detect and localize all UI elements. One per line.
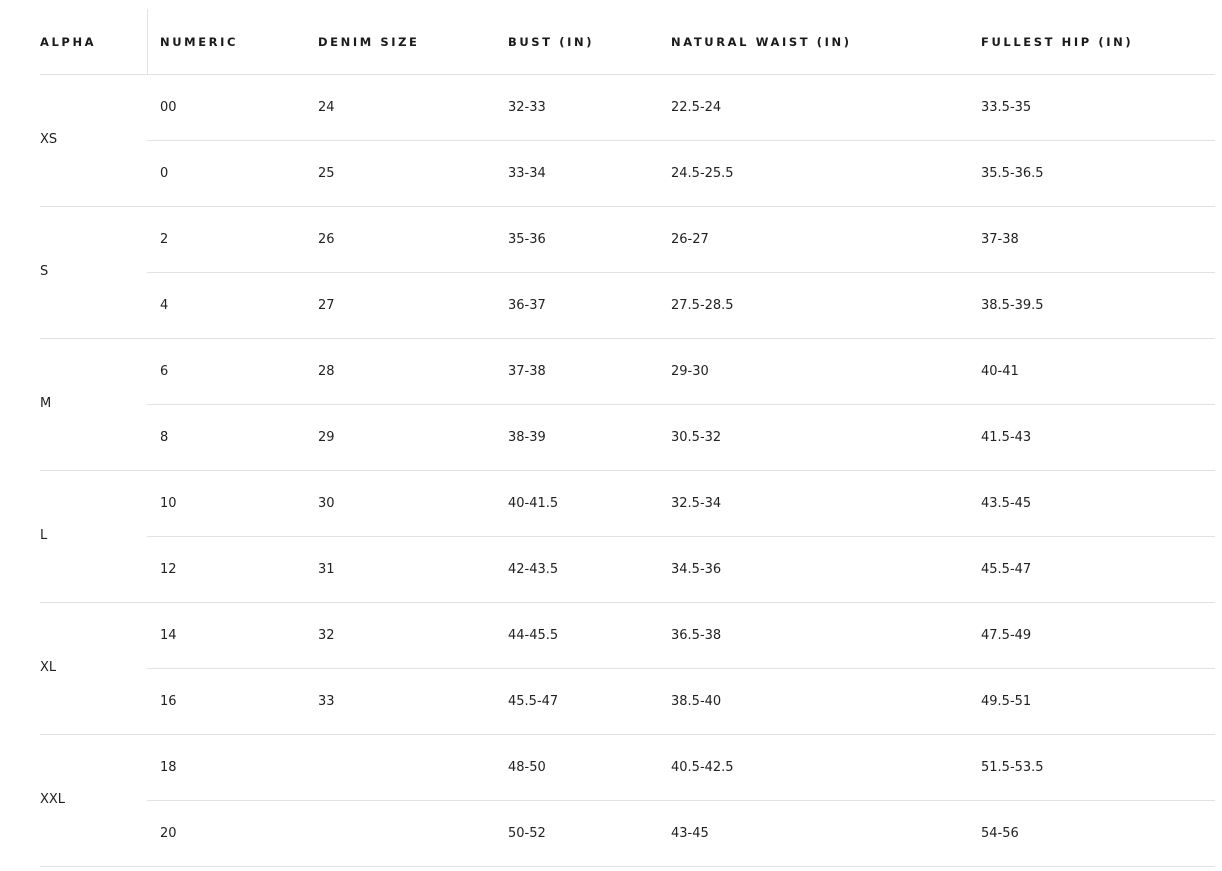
table-row: 20 50-52 43-45 54-56 xyxy=(147,801,1215,866)
size-chart-table: ALPHA NUMERIC DENIM SIZE BUST (IN) NATUR… xyxy=(40,0,1215,867)
size-group: XXL 18 48-50 40.5-42.5 51.5-53.5 20 50-52 43-45… xyxy=(40,735,1215,867)
table-row: 10 30 40-41.5 32.5-34 43.5-45 xyxy=(147,471,1215,537)
table-row: 2 26 35-36 26-27 37-38 xyxy=(147,207,1215,273)
header-denim-size: DENIM SIZE xyxy=(318,35,420,49)
numeric-cell: 18 xyxy=(160,760,177,775)
header-numeric: NUMERIC xyxy=(160,35,239,49)
alpha-size-cell: XL xyxy=(40,660,57,675)
natural-waist-cell: 27.5-28.5 xyxy=(671,298,734,313)
natural-waist-cell: 30.5-32 xyxy=(671,430,722,445)
table-row: 12 31 42-43.5 34.5-36 45.5-47 xyxy=(147,537,1215,602)
numeric-cell: 6 xyxy=(160,364,169,379)
bust-cell: 38-39 xyxy=(508,430,546,445)
denim-size-cell: 29 xyxy=(318,430,335,445)
table-body: XS 00 24 32-33 22.5-24 33.5-35 0 25 33-34 24.5-25… xyxy=(40,75,1215,867)
fullest-hip-cell: 38.5-39.5 xyxy=(981,298,1044,313)
natural-waist-cell: 43-45 xyxy=(671,826,709,841)
denim-size-cell: 24 xyxy=(318,100,335,115)
numeric-cell: 10 xyxy=(160,496,177,511)
size-group: XL 14 32 44-45.5 36.5-38 47.5-49 16 33 45.5-47 38… xyxy=(40,603,1215,735)
fullest-hip-cell: 47.5-49 xyxy=(981,628,1032,643)
denim-size-cell: 26 xyxy=(318,232,335,247)
bust-cell: 33-34 xyxy=(508,166,546,181)
bust-cell: 35-36 xyxy=(508,232,546,247)
natural-waist-cell: 24.5-25.5 xyxy=(671,166,734,181)
natural-waist-cell: 26-27 xyxy=(671,232,709,247)
alpha-size-cell: S xyxy=(40,264,49,279)
size-group: S 2 26 35-36 26-27 37-38 4 27 36-37 27.5-28.5 38.5… xyxy=(40,207,1215,339)
size-group: M 6 28 37-38 29-30 40-41 8 29 38-39 30.5-32 41.5-4… xyxy=(40,339,1215,471)
size-group: XS 00 24 32-33 22.5-24 33.5-35 0 25 33-34 24.5-25… xyxy=(40,75,1215,207)
denim-size-cell: 25 xyxy=(318,166,335,181)
bust-cell: 42-43.5 xyxy=(508,562,559,577)
table-row: 0 25 33-34 24.5-25.5 35.5-36.5 xyxy=(147,141,1215,206)
natural-waist-cell: 29-30 xyxy=(671,364,709,379)
numeric-cell: 2 xyxy=(160,232,169,247)
fullest-hip-cell: 35.5-36.5 xyxy=(981,166,1044,181)
table-row: 14 32 44-45.5 36.5-38 47.5-49 xyxy=(147,603,1215,669)
alpha-size-cell: XS xyxy=(40,132,58,147)
natural-waist-cell: 32.5-34 xyxy=(671,496,722,511)
header-fullest-hip: FULLEST HIP (IN) xyxy=(981,35,1134,49)
numeric-cell: 0 xyxy=(160,166,169,181)
header-alpha: ALPHA xyxy=(40,35,97,49)
size-group: L 10 30 40-41.5 32.5-34 43.5-45 12 31 42-43.5 34.… xyxy=(40,471,1215,603)
bust-cell: 36-37 xyxy=(508,298,546,313)
fullest-hip-cell: 41.5-43 xyxy=(981,430,1032,445)
numeric-cell: 8 xyxy=(160,430,169,445)
denim-size-cell: 33 xyxy=(318,694,335,709)
denim-size-cell: 27 xyxy=(318,298,335,313)
table-row: 6 28 37-38 29-30 40-41 xyxy=(147,339,1215,405)
bust-cell: 45.5-47 xyxy=(508,694,559,709)
denim-size-cell: 32 xyxy=(318,628,335,643)
natural-waist-cell: 36.5-38 xyxy=(671,628,722,643)
denim-size-cell: 30 xyxy=(318,496,335,511)
alpha-size-cell: L xyxy=(40,528,48,543)
fullest-hip-cell: 45.5-47 xyxy=(981,562,1032,577)
numeric-cell: 20 xyxy=(160,826,177,841)
natural-waist-cell: 38.5-40 xyxy=(671,694,722,709)
fullest-hip-cell: 43.5-45 xyxy=(981,496,1032,511)
denim-size-cell: 28 xyxy=(318,364,335,379)
fullest-hip-cell: 49.5-51 xyxy=(981,694,1032,709)
numeric-cell: 00 xyxy=(160,100,177,115)
bust-cell: 44-45.5 xyxy=(508,628,559,643)
table-row: 16 33 45.5-47 38.5-40 49.5-51 xyxy=(147,669,1215,734)
natural-waist-cell: 22.5-24 xyxy=(671,100,722,115)
bust-cell: 37-38 xyxy=(508,364,546,379)
numeric-cell: 14 xyxy=(160,628,177,643)
table-row: 8 29 38-39 30.5-32 41.5-43 xyxy=(147,405,1215,470)
fullest-hip-cell: 37-38 xyxy=(981,232,1019,247)
fullest-hip-cell: 40-41 xyxy=(981,364,1019,379)
numeric-cell: 4 xyxy=(160,298,169,313)
alpha-size-cell: XXL xyxy=(40,792,66,807)
alpha-size-cell: M xyxy=(40,396,52,411)
natural-waist-cell: 34.5-36 xyxy=(671,562,722,577)
table-row: 4 27 36-37 27.5-28.5 38.5-39.5 xyxy=(147,273,1215,338)
table-row: 18 48-50 40.5-42.5 51.5-53.5 xyxy=(147,735,1215,801)
header-natural-waist: NATURAL WAIST (IN) xyxy=(671,35,852,49)
table-header: ALPHA NUMERIC DENIM SIZE BUST (IN) NATUR… xyxy=(40,0,1215,75)
column-divider xyxy=(147,9,148,74)
natural-waist-cell: 40.5-42.5 xyxy=(671,760,734,775)
bust-cell: 40-41.5 xyxy=(508,496,559,511)
bust-cell: 48-50 xyxy=(508,760,546,775)
fullest-hip-cell: 51.5-53.5 xyxy=(981,760,1044,775)
bust-cell: 32-33 xyxy=(508,100,546,115)
bust-cell: 50-52 xyxy=(508,826,546,841)
header-bust: BUST (IN) xyxy=(508,35,595,49)
table-row: 00 24 32-33 22.5-24 33.5-35 xyxy=(147,75,1215,141)
denim-size-cell: 31 xyxy=(318,562,335,577)
numeric-cell: 12 xyxy=(160,562,177,577)
numeric-cell: 16 xyxy=(160,694,177,709)
fullest-hip-cell: 33.5-35 xyxy=(981,100,1032,115)
fullest-hip-cell: 54-56 xyxy=(981,826,1019,841)
